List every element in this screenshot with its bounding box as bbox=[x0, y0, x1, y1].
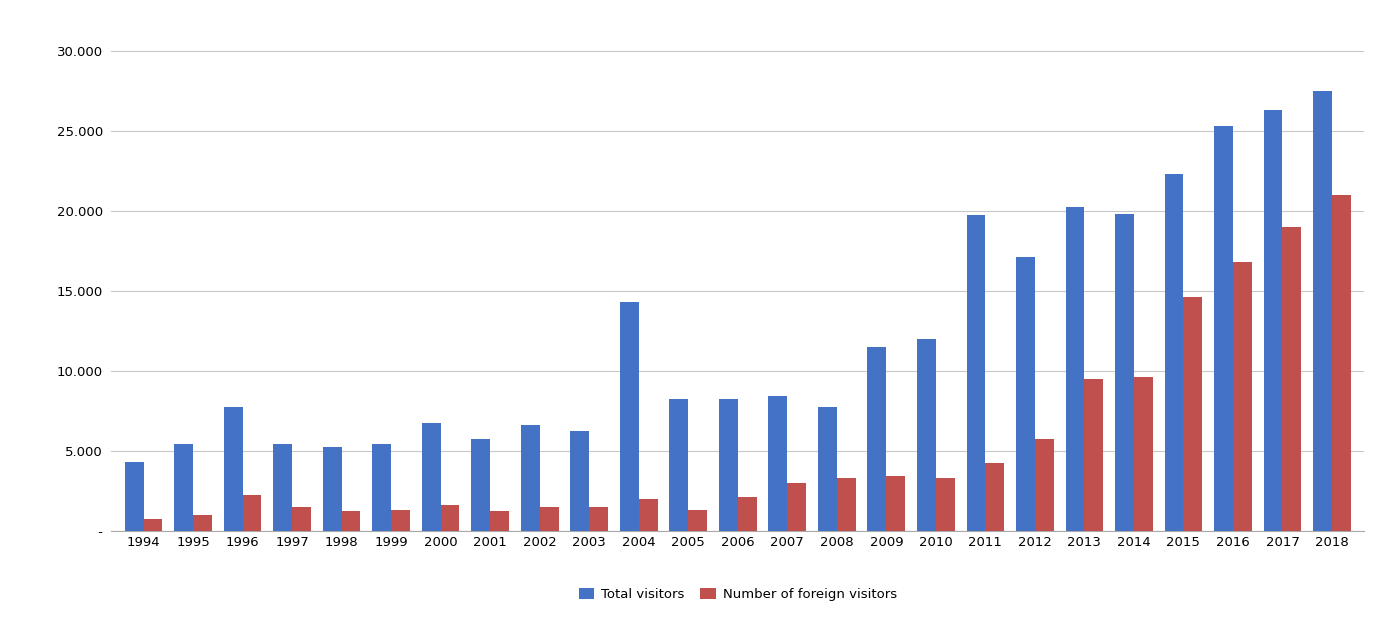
Bar bbox=[391, 510, 411, 531]
Bar bbox=[1264, 110, 1282, 531]
Bar bbox=[867, 347, 887, 531]
Bar bbox=[1282, 226, 1302, 531]
Bar bbox=[174, 444, 193, 531]
Bar bbox=[1165, 174, 1183, 531]
Bar bbox=[768, 396, 788, 531]
Bar bbox=[472, 439, 490, 531]
Bar bbox=[490, 511, 509, 531]
Bar bbox=[986, 463, 1004, 531]
Bar bbox=[1332, 194, 1350, 531]
Bar bbox=[1214, 126, 1233, 531]
Bar bbox=[1034, 439, 1054, 531]
Bar bbox=[540, 507, 558, 531]
Bar bbox=[1084, 379, 1104, 531]
Bar bbox=[372, 444, 391, 531]
Legend: Total visitors, Number of foreign visitors: Total visitors, Number of foreign visito… bbox=[574, 582, 902, 606]
Bar bbox=[966, 215, 986, 531]
Bar bbox=[224, 407, 242, 531]
Bar bbox=[1065, 207, 1084, 531]
Bar bbox=[1183, 297, 1203, 531]
Bar bbox=[1233, 262, 1251, 531]
Bar bbox=[521, 425, 540, 531]
Bar bbox=[1134, 377, 1153, 531]
Bar bbox=[1313, 91, 1332, 531]
Bar bbox=[441, 505, 459, 531]
Bar bbox=[639, 499, 657, 531]
Bar bbox=[738, 497, 757, 531]
Bar bbox=[193, 515, 212, 531]
Bar bbox=[589, 507, 608, 531]
Bar bbox=[837, 478, 856, 531]
Bar bbox=[292, 507, 310, 531]
Bar bbox=[143, 520, 163, 531]
Bar bbox=[125, 462, 143, 531]
Bar bbox=[670, 399, 688, 531]
Bar bbox=[422, 423, 441, 531]
Bar bbox=[917, 339, 935, 531]
Bar bbox=[1016, 257, 1034, 531]
Bar bbox=[935, 478, 955, 531]
Bar bbox=[323, 447, 341, 531]
Bar bbox=[688, 510, 707, 531]
Bar bbox=[571, 431, 589, 531]
Bar bbox=[887, 476, 905, 531]
Bar bbox=[341, 511, 361, 531]
Bar bbox=[788, 482, 806, 531]
Bar bbox=[242, 495, 262, 531]
Bar bbox=[619, 302, 639, 531]
Bar bbox=[718, 399, 738, 531]
Bar bbox=[1115, 213, 1134, 531]
Bar bbox=[818, 407, 837, 531]
Bar bbox=[273, 444, 292, 531]
